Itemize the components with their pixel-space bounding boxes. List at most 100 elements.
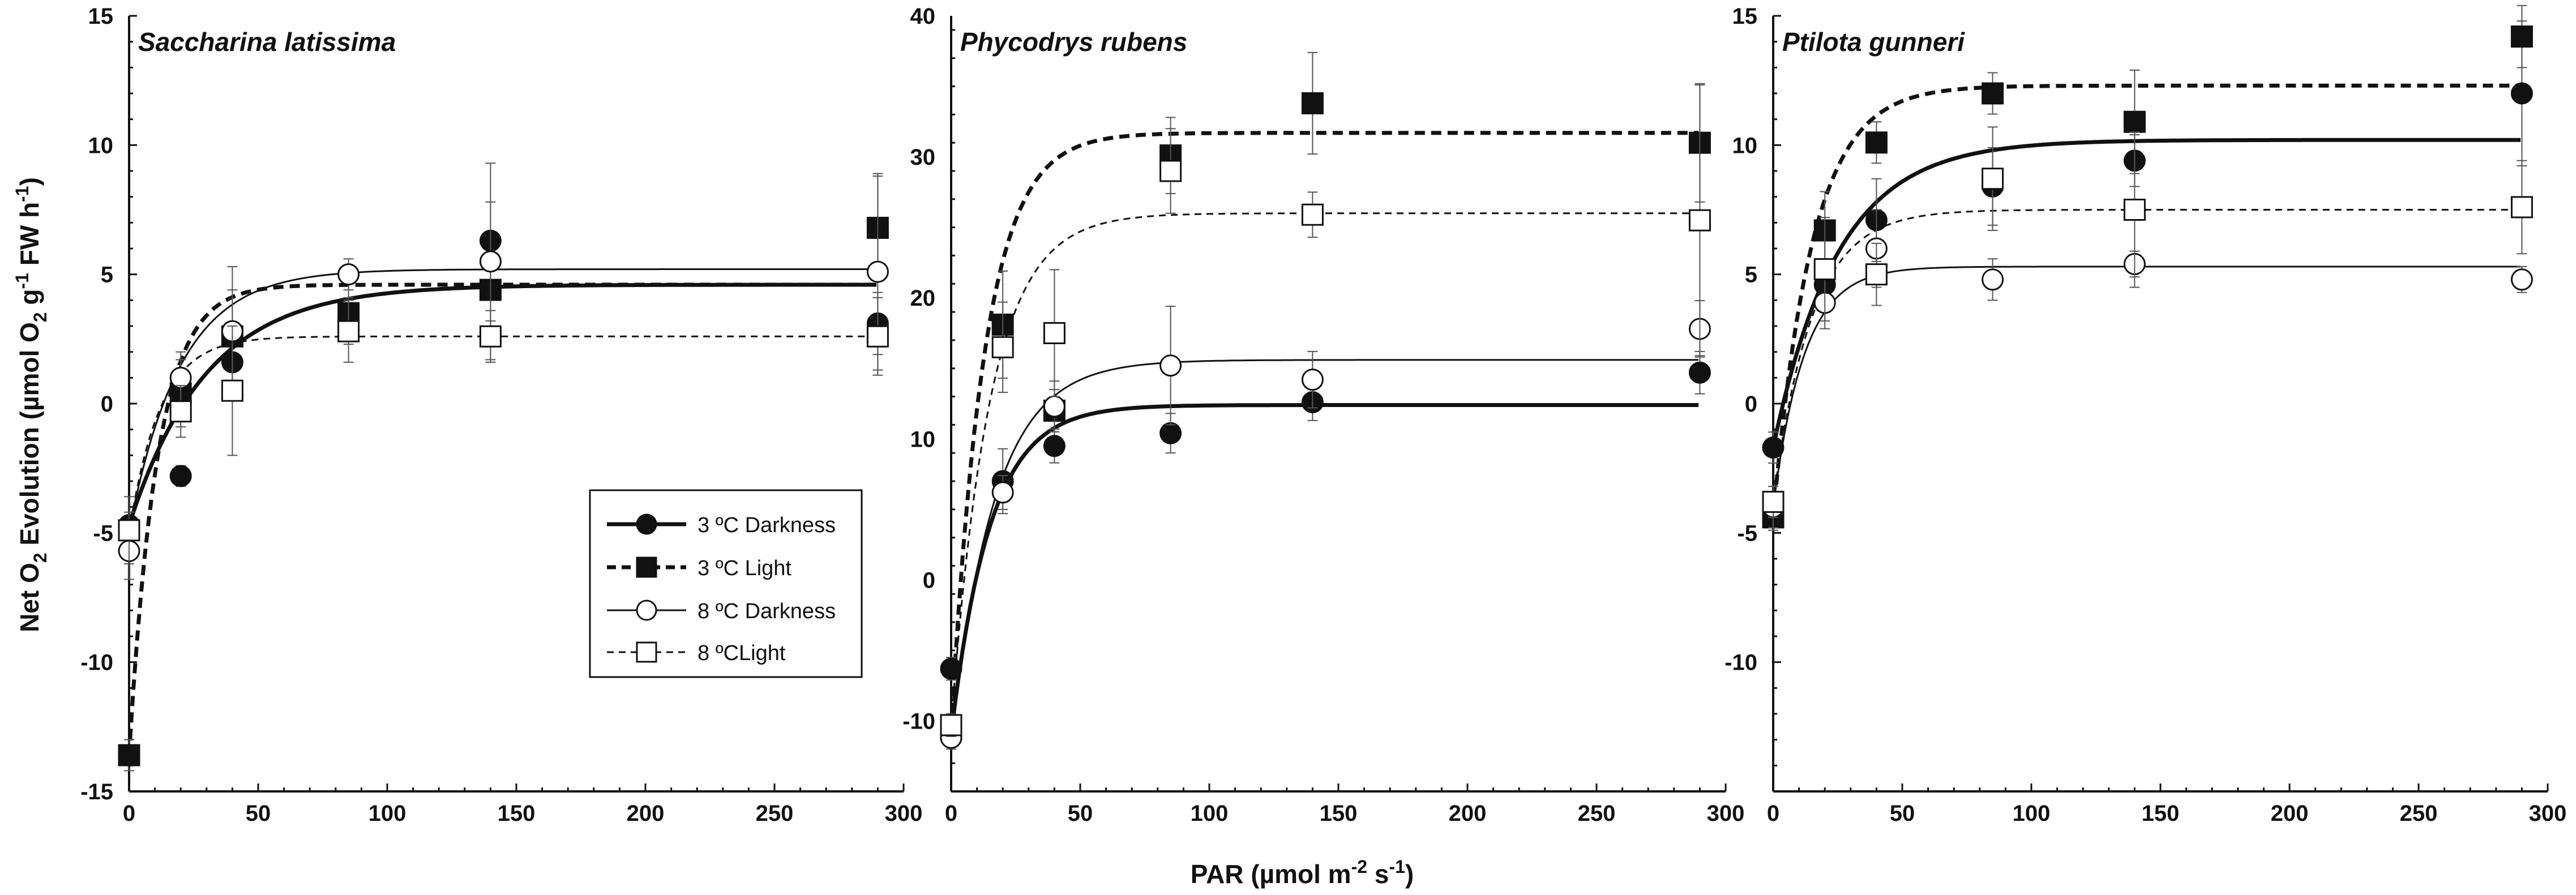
y-axis-title-part: Net O <box>15 563 44 632</box>
data-point-square <box>2123 110 2146 133</box>
data-point-circle <box>1043 435 1066 457</box>
x-tick-label: 200 <box>627 801 665 826</box>
y-tick-label: 10 <box>88 133 114 158</box>
x-tick-label: 50 <box>1068 801 1093 826</box>
legend-swatch-marker <box>636 556 657 578</box>
fit-curve <box>949 131 1699 730</box>
y-axis-title: Net O2 Evolution (µmol O2 g-1 FW h-1) <box>12 177 50 632</box>
legend-swatch-marker <box>636 513 657 535</box>
fit-curve <box>1771 138 2521 448</box>
legend-label: 3 ºC Darkness <box>698 513 836 537</box>
y-axis-title-sub: 2 <box>30 553 50 563</box>
y-tick-label: 10 <box>910 427 936 452</box>
legend-label: 8 ºCLight <box>698 641 786 665</box>
y-tick-label: 10 <box>1732 133 1758 158</box>
x-tick-label: 250 <box>756 801 794 826</box>
y-tick-label: 0 <box>101 392 113 417</box>
data-point-square <box>1982 82 2004 105</box>
x-axis-title-part: ) <box>1405 859 1414 889</box>
data-point-square <box>1762 491 1785 513</box>
y-tick-label: -10 <box>80 650 113 675</box>
y-axis-title-part: FW h <box>15 202 44 273</box>
panel-title: Phycodrys rubens <box>960 27 1187 57</box>
panel-title: Ptilota gunneri <box>1782 27 1965 57</box>
data-point-circle <box>479 250 502 273</box>
data-point-square <box>1813 258 1836 281</box>
x-tick-label: 100 <box>369 801 406 826</box>
data-point-square <box>118 744 140 766</box>
y-tick-label: 20 <box>910 286 936 311</box>
data-point-circle <box>1688 361 1711 384</box>
y-axis-title-sup: -1 <box>12 273 32 289</box>
fit-curve <box>1772 209 2521 502</box>
x-tick-label: 0 <box>945 801 957 826</box>
x-axis-title-sup: -2 <box>1351 857 1367 877</box>
data-point-square <box>940 714 962 736</box>
data-point-square <box>221 379 243 402</box>
data-point-square <box>2510 25 2533 48</box>
chart-panel: -10 0 10 20 30 40 0 50 100 150 200 250 300 Phycodrys … <box>902 4 1744 826</box>
x-tick-label: 50 <box>246 801 271 826</box>
y-tick-label: 0 <box>923 568 935 593</box>
data-point-circle <box>1982 268 2004 291</box>
fit-curve <box>128 335 877 533</box>
y-tick-label: 30 <box>910 145 936 170</box>
fit-curve <box>128 268 877 531</box>
data-point-square <box>1301 92 1324 114</box>
data-point-circle <box>169 465 192 487</box>
x-axis-title-part: PAR (µmol m <box>1191 859 1351 889</box>
data-point-square <box>866 325 889 348</box>
legend: 3 ºC Darkness 3 ºC Light 8 ºC Darkness 8… <box>589 489 863 678</box>
data-point-circle <box>2510 82 2533 105</box>
y-axis-title-part: Evolution (µmol O <box>15 322 44 553</box>
fit-curve <box>950 359 1699 738</box>
data-point-square <box>1159 160 1182 182</box>
y-tick-label: -10 <box>1725 650 1757 675</box>
y-tick-label: 15 <box>88 4 114 29</box>
y-tick-label: 0 <box>1745 392 1757 417</box>
data-point-square <box>2123 199 2146 221</box>
fit-curve <box>1771 83 2521 518</box>
y-tick-label: 40 <box>910 4 936 29</box>
legend-box <box>589 489 863 678</box>
y-tick-label: 5 <box>101 263 113 288</box>
fit-curve <box>949 403 1699 735</box>
fit-curve <box>127 282 877 756</box>
legend-item: 8 ºC Darkness <box>607 599 836 623</box>
data-point-square <box>1982 168 2004 190</box>
x-tick-label: 300 <box>2529 801 2567 826</box>
data-point-square <box>1301 203 1324 226</box>
x-tick-label: 100 <box>1191 801 1229 826</box>
x-tick-label: 150 <box>498 801 536 826</box>
panel-title: Saccharina latissima <box>138 27 396 57</box>
y-axis-title-sup: -1 <box>12 186 32 202</box>
data-point-circle <box>1159 422 1182 444</box>
data-point-circle <box>991 481 1014 504</box>
x-tick-label: 0 <box>1767 801 1779 826</box>
y-tick-label: 15 <box>1732 4 1758 29</box>
y-axis-title-sub: 2 <box>30 312 50 322</box>
y-tick-label: -15 <box>80 780 113 804</box>
data-point-square <box>1688 209 1711 232</box>
data-point-circle <box>1043 395 1066 418</box>
legend-item: 3 ºC Light <box>607 556 791 580</box>
x-tick-label: 250 <box>1578 801 1616 826</box>
legend-label: 8 ºC Darkness <box>698 599 836 623</box>
legend-swatch-marker <box>636 599 657 621</box>
legend-item: 8 ºCLight <box>607 641 786 665</box>
y-tick-label: -5 <box>1737 521 1757 546</box>
data-point-square <box>991 336 1014 358</box>
data-point-square <box>2510 196 2533 219</box>
x-tick-label: 250 <box>2400 801 2438 826</box>
data-point-circle <box>1159 354 1182 377</box>
legend-item: 3 ºC Darkness <box>607 513 836 537</box>
data-point-square <box>169 400 192 423</box>
legend-swatch-marker <box>636 641 657 663</box>
data-point-square <box>479 325 502 348</box>
x-tick-label: 150 <box>2142 801 2180 826</box>
x-tick-label: 100 <box>2013 801 2051 826</box>
data-point-circle <box>337 263 360 286</box>
data-point-square <box>1865 131 1888 154</box>
